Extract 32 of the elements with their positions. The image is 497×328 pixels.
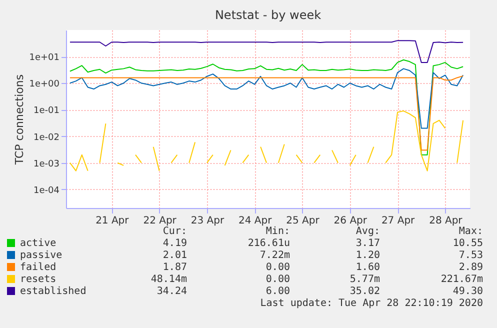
text: 34.24 6.00 35.02 49.30 — [156, 286, 483, 297]
text: Last update: Tue Apr 28 22:10:19 2020 — [260, 298, 483, 309]
x-tick-label: 26 Apr — [334, 216, 368, 226]
x-tick-label: 24 Apr — [238, 216, 273, 226]
text: 1.87 0.00 1.60 2.89 — [162, 262, 483, 273]
y-tick-label: 1e-03 — [34, 159, 60, 170]
x-tick-label: 23 Apr — [190, 216, 225, 226]
x-tick-label: 28 Apr — [429, 216, 464, 226]
legend-label: established — [20, 286, 86, 297]
text: 48.14m 0.00 5.77m 221.67m — [150, 274, 483, 285]
line-series — [69, 68, 464, 129]
legend-label: passive — [20, 250, 62, 261]
legend-label: active — [20, 238, 56, 249]
legend-label: resets — [20, 274, 56, 285]
x-tick-label: 22 Apr — [143, 216, 178, 226]
chart-title: Netstat - by week — [214, 8, 322, 22]
legend-label: failed — [20, 262, 56, 273]
y-axis-title: TCP connections — [13, 74, 26, 166]
text: Cur: Min: Avg: Max: — [162, 226, 483, 237]
y-tick-label: 1e-04 — [34, 186, 60, 196]
x-tick-label: 21 Apr — [96, 216, 130, 226]
x-tick-label: 27 Apr — [381, 216, 416, 226]
x-tick-label: 25 Apr — [286, 216, 320, 226]
line-series — [69, 75, 464, 151]
text: 4.19 216.61u 3.17 10.55 — [162, 238, 483, 249]
line-series — [69, 40, 464, 63]
y-tick-label: 1e+00 — [29, 80, 60, 90]
y-tick-label: 1e+01 — [29, 53, 60, 64]
line-series — [69, 59, 464, 156]
y-tick-label: 1e-01 — [34, 106, 60, 116]
y-tick-label: 1e-02 — [34, 132, 60, 143]
text: 2.01 7.22m 1.20 7.53 — [162, 250, 483, 261]
